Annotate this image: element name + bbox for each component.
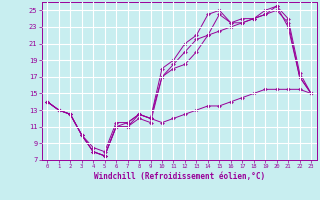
X-axis label: Windchill (Refroidissement éolien,°C): Windchill (Refroidissement éolien,°C) [94, 172, 265, 181]
